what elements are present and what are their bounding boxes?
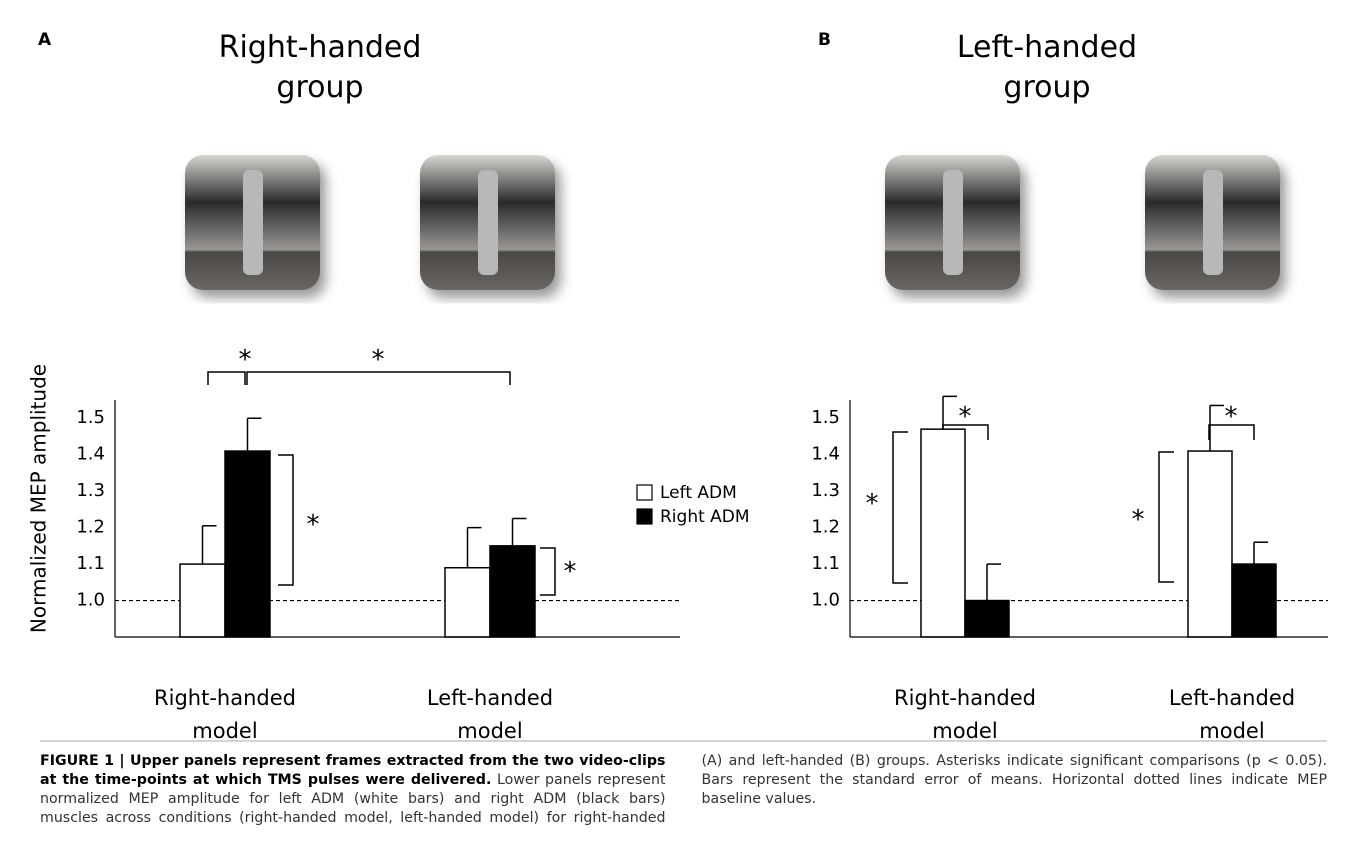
legend-label: Right ADM (660, 507, 750, 527)
significance-mark: * (239, 345, 252, 375)
panel-label: A (38, 30, 51, 50)
bar (180, 564, 225, 637)
significance-mark: * (959, 402, 972, 432)
x-tick-label: Right-handed model (145, 682, 305, 748)
bar (490, 546, 535, 637)
x-tick-label: Left-handed model (1152, 682, 1312, 748)
y-tick-label: 1.4 (76, 444, 105, 465)
y-tick-label: 1.4 (811, 444, 840, 465)
y-tick-label: 1.2 (811, 517, 840, 538)
significance-mark: * (372, 345, 385, 375)
bar (921, 429, 965, 637)
y-tick-label: 1.5 (76, 407, 105, 428)
bracket (893, 432, 908, 583)
legend-swatch (637, 485, 652, 500)
panel-label: B (818, 30, 831, 50)
chart-title: Left-handed group (927, 28, 1167, 108)
y-tick-label: 1.2 (76, 517, 105, 538)
bracket (540, 548, 555, 595)
significance-mark: * (1225, 402, 1238, 432)
figure: Normalized MEP amplitude 1.0 1.1 1.2 1.3 1.4 1… (0, 0, 1355, 851)
photo-bottles (243, 170, 1223, 275)
bar (1188, 451, 1232, 637)
y-tick-label: 1.0 (76, 590, 105, 611)
bar (965, 601, 1009, 637)
bottle (478, 170, 498, 275)
caption: FIGURE 1 | Upper panels represent frames… (40, 752, 1327, 828)
significance-mark: * (1132, 505, 1145, 535)
bottle (943, 170, 963, 275)
y-tick-label: 1.1 (811, 553, 840, 574)
bar (1232, 564, 1276, 637)
bar (445, 568, 490, 637)
significance-mark: * (866, 489, 879, 519)
significance-mark: * (564, 557, 577, 587)
bracket (278, 455, 293, 585)
y-axis-label: Normalized MEP amplitude (27, 364, 51, 633)
legend-label: Left ADM (660, 483, 737, 503)
y-tick-label: 1.5 (811, 407, 840, 428)
bar (225, 451, 270, 637)
y-tick-label: 1.1 (76, 553, 105, 574)
bottle (1203, 170, 1223, 275)
photos (185, 155, 1280, 290)
significance-mark: * (307, 510, 320, 540)
y-tick-label: 1.3 (76, 480, 105, 501)
x-tick-label: Right-handed model (885, 682, 1045, 748)
x-tick-label: Left-handed model (410, 682, 570, 748)
legend-swatch (637, 509, 652, 524)
bracket (1159, 452, 1174, 582)
y-tick-label: 1.3 (811, 480, 840, 501)
chart-title: Right-handed group (200, 28, 440, 108)
bottle (243, 170, 263, 275)
y-tick-label: 1.0 (811, 590, 840, 611)
